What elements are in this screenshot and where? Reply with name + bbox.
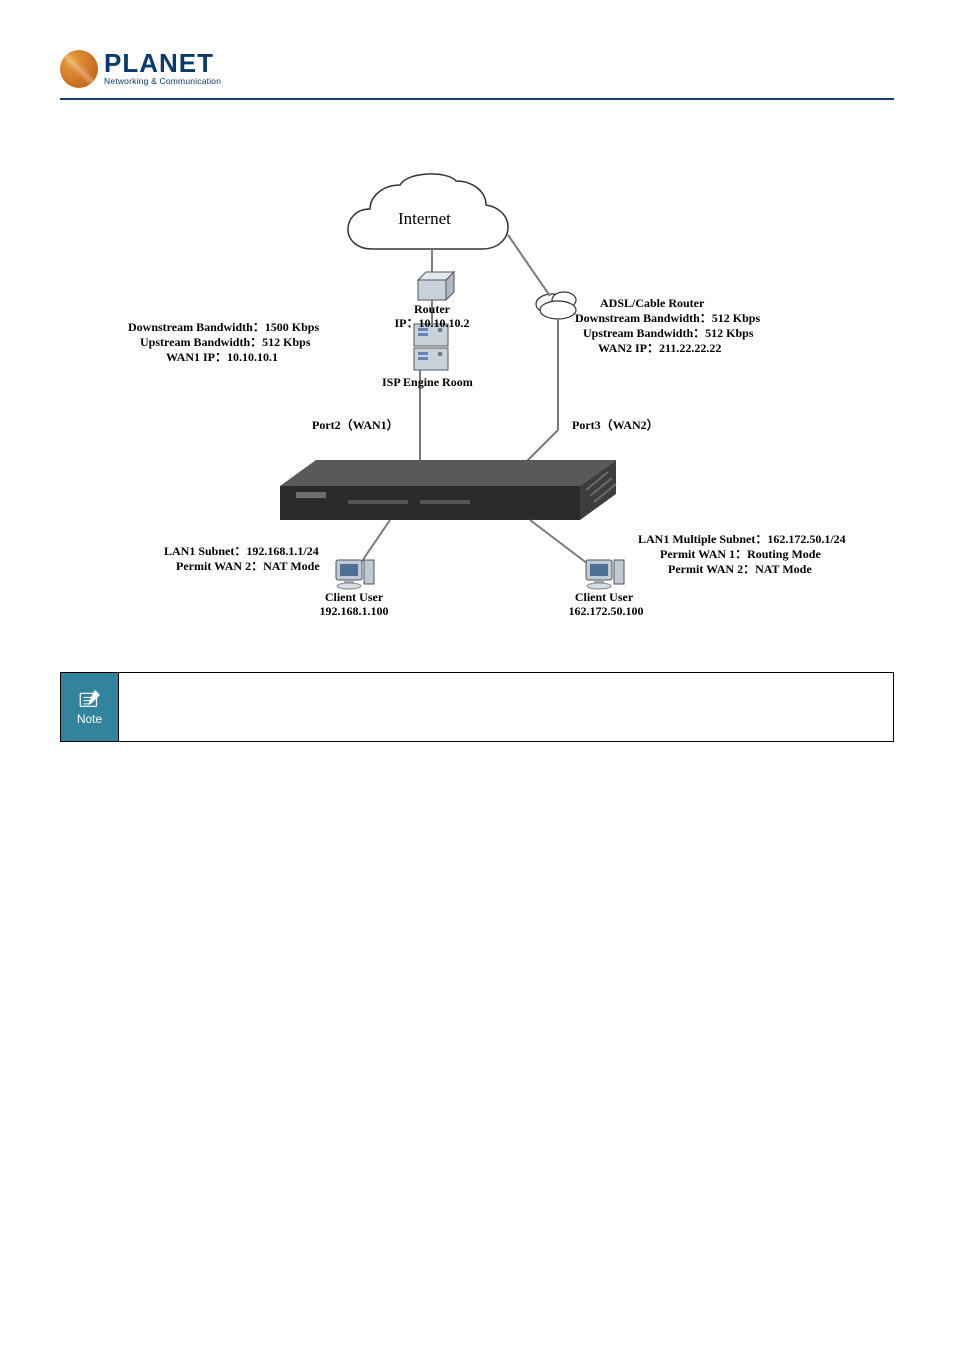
note-label: Note: [77, 712, 102, 726]
client-right-icon: [586, 560, 624, 589]
brand-logo: PLANET Networking & Communication: [60, 50, 221, 88]
router-label-2: IP：10.10.10.2: [376, 316, 488, 331]
wan1-l1: Downstream Bandwidth：1500 Kbps: [128, 320, 319, 335]
client-right-l1: Client User: [574, 590, 634, 605]
lan1-right-l3: Permit WAN 2：NAT Mode: [668, 562, 812, 577]
wan1-l3: WAN1 IP：10.10.10.1: [166, 350, 278, 365]
note-tab: Note: [61, 673, 119, 741]
header-rule: [60, 98, 894, 100]
wan2-l0: ADSL/Cable Router: [600, 296, 704, 311]
network-diagram: Internet Router IP：10.10.10.2 Downstream…: [60, 130, 894, 650]
wan2-l1: Downstream Bandwidth：512 Kbps: [575, 311, 760, 326]
wan1-l2: Upstream Bandwidth：512 Kbps: [140, 335, 311, 350]
wan2-l3: WAN2 IP：211.22.22.22: [598, 341, 721, 356]
client-left-l2: 192.168.1.100: [316, 604, 392, 619]
port2-label: Port2（WAN1）: [312, 418, 399, 433]
client-left-l1: Client User: [324, 590, 384, 605]
lan1-right-l1: LAN1 Multiple Subnet：162.172.50.1/24: [638, 532, 846, 547]
client-right-l2: 162.172.50.100: [566, 604, 646, 619]
globe-icon: [60, 50, 98, 88]
gateway-device-icon: [280, 460, 616, 520]
router-icon: [418, 272, 454, 300]
port3-label: Port3（WAN2）: [572, 418, 659, 433]
lan1-left-l1: LAN1 Subnet：192.168.1.1/24: [164, 544, 319, 559]
lan1-right-l2: Permit WAN 1：Routing Mode: [660, 547, 821, 562]
note-icon: [77, 688, 103, 710]
note-body: [119, 673, 893, 741]
note-box: Note: [60, 672, 894, 742]
brand-sub: Networking & Communication: [104, 76, 221, 86]
client-left-icon: [336, 560, 374, 589]
isp-room-label: ISP Engine Room: [382, 375, 473, 390]
adsl-cloud-icon: [536, 292, 576, 319]
router-label-1: Router: [390, 302, 474, 317]
page-header: PLANET Networking & Communication: [60, 50, 894, 88]
lan1-left-l2: Permit WAN 2：NAT Mode: [176, 559, 320, 574]
wan2-l2: Upstream Bandwidth：512 Kbps: [583, 326, 754, 341]
internet-label: Internet: [398, 208, 451, 229]
brand-name: PLANET: [104, 52, 221, 75]
